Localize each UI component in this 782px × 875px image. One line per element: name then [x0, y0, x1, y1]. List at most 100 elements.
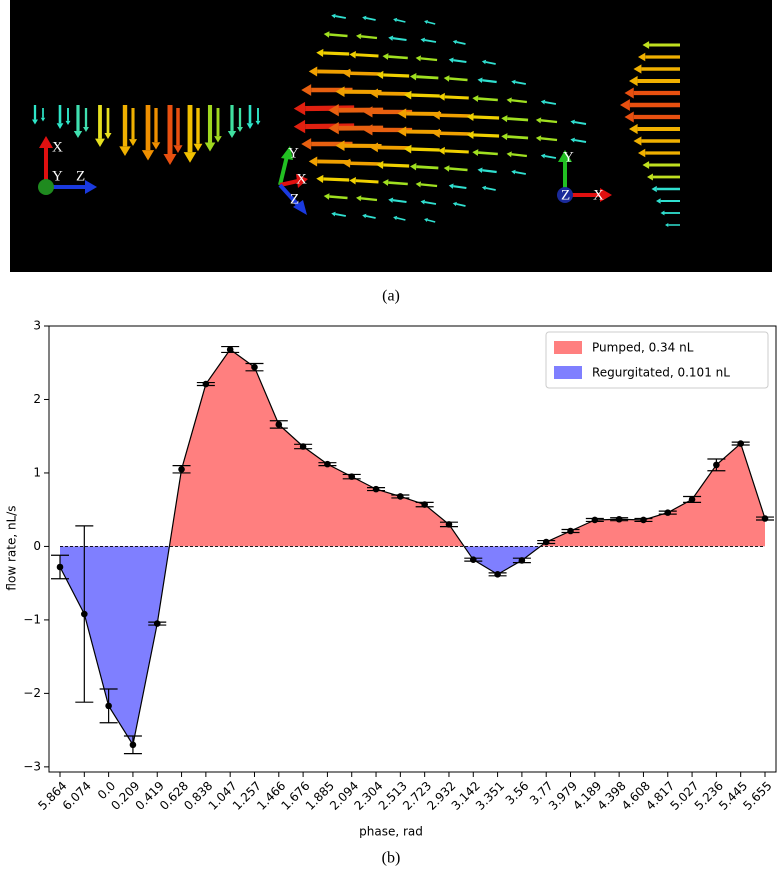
arrow-head — [624, 111, 634, 123]
arrow-head — [420, 37, 426, 43]
arrow-head — [511, 79, 516, 85]
arrow-head — [356, 195, 362, 202]
arrow-head — [40, 117, 46, 122]
arrow-shaft — [574, 121, 587, 125]
point — [397, 493, 404, 500]
arrow-head — [642, 41, 650, 49]
arrow-head — [397, 108, 407, 119]
arrow-shaft — [449, 167, 468, 172]
arrow-head — [415, 55, 422, 62]
point — [567, 527, 574, 535]
arrow-head — [362, 213, 367, 219]
arrow-head — [83, 126, 89, 132]
arrow-head — [342, 158, 351, 168]
arrow-shaft — [355, 53, 379, 58]
arrow-head — [193, 143, 203, 152]
arrow-shaft — [473, 133, 500, 138]
arrow-shaft — [540, 119, 558, 124]
point — [178, 465, 185, 473]
point — [591, 516, 599, 524]
point — [421, 501, 428, 508]
arrow-head — [56, 123, 64, 129]
point — [518, 557, 526, 564]
y-tick-label: 3 — [33, 319, 41, 333]
arrow-shaft — [444, 149, 469, 154]
arrow-shaft — [350, 161, 381, 166]
arrow-head — [466, 130, 474, 139]
arrow-head — [369, 142, 379, 153]
arrow-head — [301, 138, 312, 150]
arrow-shaft — [323, 177, 350, 182]
arrow-shaft — [515, 171, 526, 175]
arrow-head — [323, 193, 330, 200]
arrow-shaft — [396, 19, 406, 23]
point — [737, 440, 744, 447]
arrow-head — [362, 106, 373, 118]
arrow-head — [432, 128, 440, 138]
caption: (b) — [382, 850, 401, 867]
x-tick-label: 6.074 — [60, 779, 94, 813]
arrow-shaft — [485, 61, 496, 65]
arrow-head — [472, 149, 479, 156]
arrow-head — [410, 163, 417, 171]
y-tick-label: −3 — [23, 759, 41, 773]
arrow-head — [420, 199, 426, 205]
fill-area — [60, 546, 765, 745]
y-axis-label: flow rate, nL/s — [5, 505, 19, 590]
point — [348, 473, 356, 480]
arrow-shaft — [511, 153, 527, 158]
arrow-head — [369, 88, 379, 99]
arrow-shaft — [416, 75, 439, 80]
arrow-head — [393, 17, 398, 23]
arrow-head — [349, 176, 356, 185]
arrow-shaft — [392, 199, 407, 204]
y-tick-label: 2 — [33, 392, 41, 406]
arrow-shaft — [439, 113, 471, 118]
arrow-shaft — [365, 215, 376, 219]
point — [688, 496, 696, 503]
arrow-head — [403, 144, 412, 154]
arrow-head — [331, 211, 336, 217]
arrow-head — [349, 50, 356, 59]
x-axis-label: phase, rad — [359, 825, 423, 839]
arrow-head — [477, 167, 483, 174]
arrow-shaft — [456, 203, 466, 207]
arrow-shaft — [478, 151, 498, 156]
arrow-shaft — [485, 187, 496, 191]
arrow-head — [535, 135, 542, 142]
arrow-head — [376, 160, 384, 170]
arrow-shaft — [456, 41, 466, 45]
arrow-shaft — [424, 39, 437, 43]
arrow-head — [237, 126, 243, 132]
axis-label: Y — [288, 145, 299, 161]
point — [153, 620, 161, 627]
arrow-head — [128, 139, 138, 146]
arrow-head — [506, 97, 512, 104]
arrow-head — [410, 73, 417, 81]
arrow-shaft — [420, 183, 438, 188]
arrow-head — [403, 90, 412, 100]
arrow-head — [95, 138, 105, 147]
arrow-shaft — [323, 51, 350, 56]
arrow-shaft — [388, 55, 408, 60]
arrow-shaft — [478, 97, 498, 102]
axis-label: Y — [52, 168, 63, 184]
arrow-head — [452, 39, 457, 45]
arrow-head — [382, 53, 389, 60]
arrow-shaft — [544, 155, 557, 159]
axis-label: X — [593, 187, 604, 203]
point — [542, 538, 550, 546]
arrow-head — [331, 13, 336, 19]
point — [469, 556, 477, 563]
arrow-head — [376, 70, 384, 80]
arrow-head — [452, 201, 457, 207]
axis-label: Z — [76, 168, 85, 184]
arrow-head — [388, 35, 394, 41]
arrow-head — [382, 179, 389, 186]
arrow-head — [448, 183, 454, 189]
arrow-shaft — [360, 35, 378, 40]
arrow-head — [323, 31, 330, 38]
arrow-head — [642, 161, 650, 169]
legend-box — [545, 331, 769, 389]
arrow-head — [356, 33, 362, 40]
